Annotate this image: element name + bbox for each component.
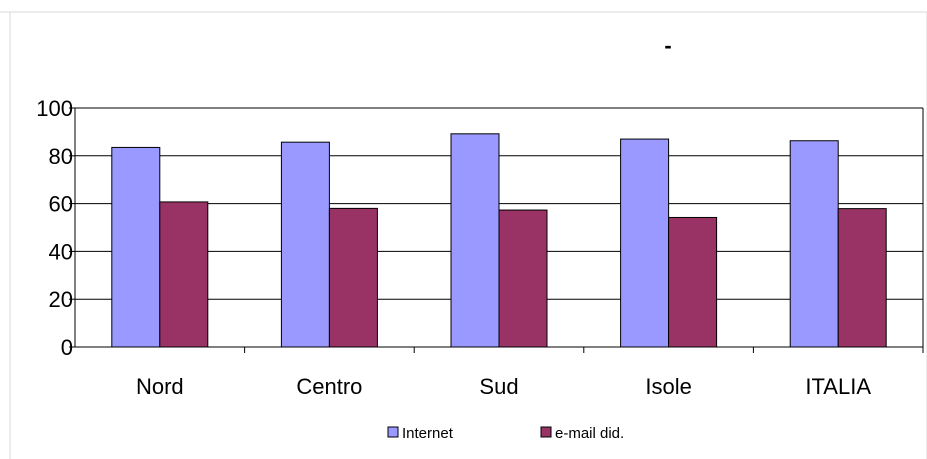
axes: [74, 108, 924, 353]
y-tick-label: 0: [61, 335, 73, 360]
x-category-label: Centro: [296, 374, 362, 399]
legend-label: Internet: [402, 425, 454, 442]
y-tick-label: 60: [49, 192, 73, 217]
bar-email-italia: [837, 208, 887, 348]
bar-email-centro: [328, 207, 378, 348]
bar-email-nord: [159, 201, 209, 348]
y-tick-label: 20: [49, 287, 73, 312]
y-tick-label: 80: [49, 144, 73, 169]
x-category-label: ITALIA: [805, 374, 871, 399]
x-category-label: Isole: [645, 374, 691, 399]
x-category-label: Nord: [136, 374, 184, 399]
x-category-label: Sud: [479, 374, 518, 399]
bar-email-sud: [498, 209, 548, 348]
legend-swatch-email: [540, 426, 552, 438]
bar-internet-centro: [280, 141, 330, 348]
legend-label: e-mail did.: [555, 425, 624, 442]
y-tick-label: 100: [36, 96, 73, 121]
y-axis-ticks: 0 20 40 60 80 100: [36, 96, 75, 360]
bar-internet-sud: [450, 133, 500, 348]
legend: Internet e-mail did.: [387, 425, 624, 442]
bar-internet-nord: [111, 146, 161, 348]
legend-swatch-internet: [387, 426, 399, 438]
x-axis-categories: Nord Centro Sud Isole ITALIA: [136, 374, 871, 399]
bar-email-isole: [668, 216, 718, 348]
y-tick-label: 40: [49, 239, 73, 264]
bar-internet-italia: [789, 140, 839, 348]
bars: [111, 133, 887, 348]
bar-internet-isole: [620, 138, 670, 348]
chart-title: -: [664, 33, 671, 58]
